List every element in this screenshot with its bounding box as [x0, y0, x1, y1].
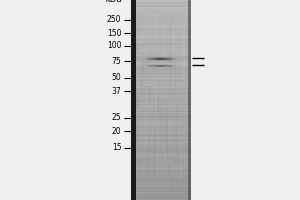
- Text: kDa: kDa: [106, 0, 122, 4]
- Text: 20: 20: [112, 127, 122, 136]
- Text: 150: 150: [107, 28, 122, 38]
- Text: 250: 250: [107, 16, 122, 24]
- Text: 25: 25: [112, 114, 122, 122]
- Text: 37: 37: [112, 87, 122, 96]
- Text: 100: 100: [107, 42, 122, 50]
- Text: 50: 50: [112, 73, 122, 82]
- Text: 15: 15: [112, 144, 122, 152]
- Text: 75: 75: [112, 56, 122, 66]
